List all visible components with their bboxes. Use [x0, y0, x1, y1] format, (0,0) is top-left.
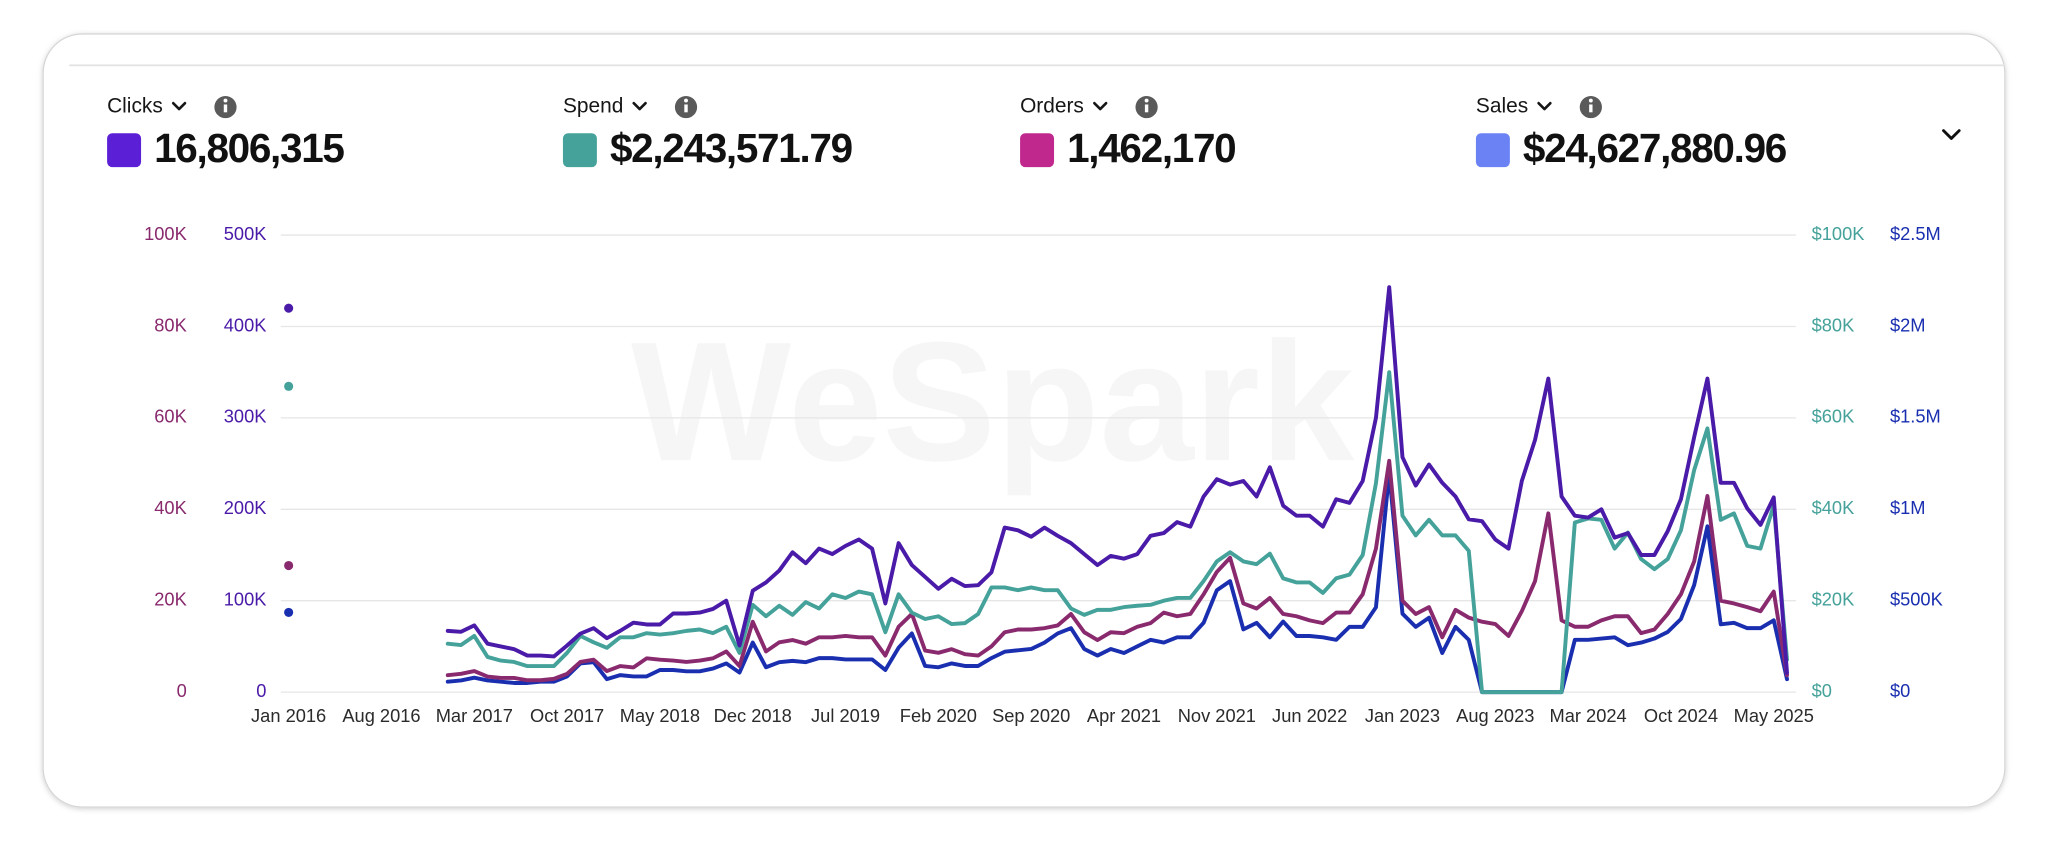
y-tick-label: 200K: [224, 497, 267, 518]
info-icon-bar: [1144, 104, 1149, 113]
metric-dropdown[interactable]: [1537, 101, 1552, 111]
metric-total: $2,243,571.79: [610, 125, 852, 171]
x-tick-label: Jun 2022: [1272, 705, 1347, 726]
y-tick-label: 60K: [154, 406, 187, 427]
metric-swatch: [107, 133, 142, 168]
metric-name[interactable]: Orders: [1020, 95, 1084, 118]
x-tick-label: Jan 2023: [1365, 705, 1440, 726]
metric-swatch: [562, 133, 597, 168]
info-icon-bar: [684, 104, 688, 113]
info-icon-bar: [1589, 104, 1593, 113]
data-point: [284, 303, 294, 313]
metric-swatch: [1020, 133, 1055, 168]
series-line: [445, 285, 1789, 675]
data-point: [284, 381, 294, 391]
x-tick-label: Oct 2017: [530, 705, 604, 726]
x-tick-label: Nov 2021: [1178, 705, 1256, 726]
info-icon-bar: [223, 104, 228, 113]
metric-total: $24,627,880.96: [1523, 125, 1787, 171]
watermark: WeSpark: [631, 306, 1355, 496]
y-tick-label: $40K: [1812, 497, 1855, 518]
y-tick-label: $2.5M: [1890, 223, 1941, 244]
series-line: [445, 370, 1789, 695]
x-tick-label: Dec 2018: [714, 705, 792, 726]
data-point: [284, 607, 294, 617]
info-icon-dot: [223, 98, 228, 103]
y-tick-label: 20K: [154, 589, 187, 610]
y-tick-label: $60K: [1812, 406, 1855, 427]
y-tick-label: 300K: [224, 406, 267, 427]
card: [42, 33, 2006, 808]
y-tick-label: $0: [1890, 680, 1910, 701]
y-tick-label: 100K: [224, 589, 267, 610]
y-tick-label: 40K: [154, 497, 187, 518]
x-tick-label: Jul 2019: [811, 705, 880, 726]
x-tick-label: Apr 2021: [1087, 705, 1161, 726]
data-point: [284, 560, 294, 571]
x-tick-label: Aug 2023: [1456, 705, 1534, 726]
x-tick-label: Feb 2020: [900, 705, 977, 726]
x-tick-label: Sep 2020: [992, 705, 1070, 726]
y-tick-label: 400K: [224, 314, 267, 335]
x-tick-label: Mar 2017: [436, 705, 513, 726]
y-tick-label: 80K: [154, 314, 187, 335]
x-tick-label: May 2018: [620, 705, 700, 726]
info-icon-dot: [684, 98, 688, 103]
y-tick-label: $0: [1812, 680, 1832, 701]
y-tick-label: $80K: [1812, 314, 1855, 335]
x-tick-label: Jan 2016: [251, 705, 326, 726]
y-tick-label: $1.5M: [1890, 406, 1941, 427]
y-tick-label: 500K: [224, 223, 267, 244]
y-tick-label: $2M: [1890, 314, 1926, 335]
x-tick-label: Mar 2024: [1550, 705, 1627, 726]
y-tick-label: 100K: [144, 223, 187, 244]
metric-name[interactable]: Clicks: [107, 95, 163, 118]
metric-name[interactable]: Spend: [563, 95, 623, 118]
y-tick-label: $100K: [1812, 223, 1865, 244]
metric-swatch: [1475, 133, 1510, 168]
y-tick-label: $500K: [1890, 589, 1943, 610]
y-tick-label: $1M: [1890, 497, 1926, 518]
info-icon-dot: [1144, 98, 1149, 103]
metric-total: 1,462,170: [1067, 125, 1235, 171]
y-tick-label: 0: [177, 680, 187, 701]
info-icon-dot: [1588, 98, 1593, 103]
x-tick-label: Aug 2016: [342, 705, 420, 726]
y-tick-label: $20K: [1812, 589, 1855, 610]
metric-name[interactable]: Sales: [1476, 95, 1528, 118]
metric-dropdown[interactable]: [632, 101, 647, 111]
series-line: [445, 458, 1789, 683]
x-tick-label: May 2025: [1734, 705, 1814, 726]
expand-chevron[interactable]: [1942, 129, 1961, 140]
metric-total: 16,806,315: [154, 125, 344, 171]
metric-dropdown[interactable]: [1093, 101, 1108, 111]
metric-dropdown[interactable]: [171, 101, 187, 111]
y-tick-label: 0: [256, 680, 266, 701]
x-tick-label: Oct 2024: [1644, 705, 1718, 726]
